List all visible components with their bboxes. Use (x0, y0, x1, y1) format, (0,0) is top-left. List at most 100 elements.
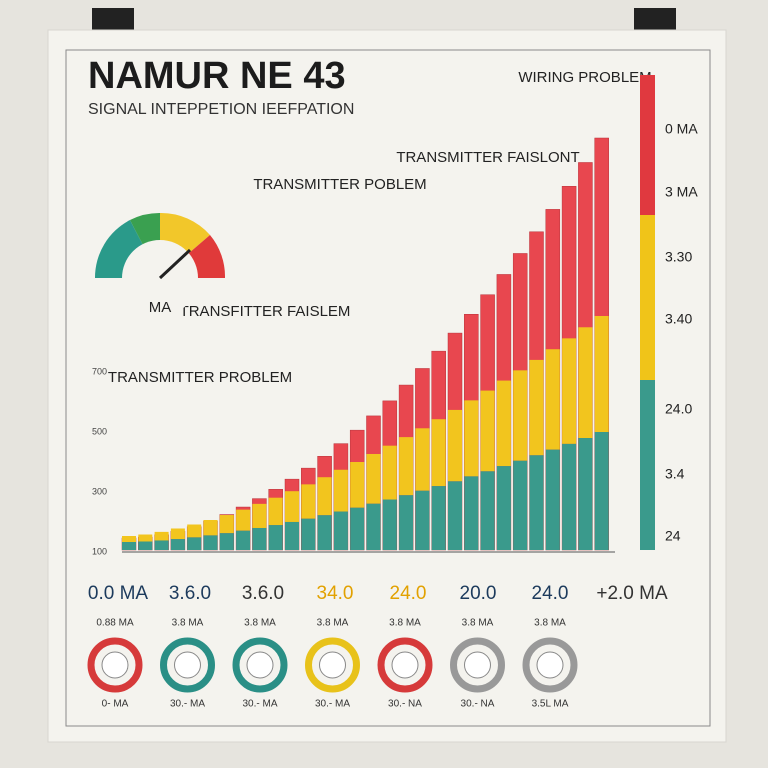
circle-top-label: 3.8 MA (389, 618, 421, 629)
circle-bottom-label: 30.- MA (315, 699, 350, 710)
indicator-center (464, 651, 491, 679)
indicator-center (319, 651, 346, 679)
bar-teal (431, 486, 446, 550)
indicator-center (391, 651, 419, 679)
right-scale-label: 0 MA (665, 121, 698, 137)
bar-teal (154, 540, 169, 550)
bar-teal (578, 438, 593, 550)
right-scale-label: 24 (665, 528, 681, 544)
poster-border (65, 49, 711, 727)
indicator-center (246, 651, 274, 679)
bar-teal (350, 507, 365, 550)
indicator-ring (522, 637, 578, 693)
indicator-ring (305, 637, 360, 693)
bottom-label: 3.6.0 (169, 583, 211, 604)
subtitle: SIGNAL INTEPPETION IEEFPATION (88, 101, 354, 118)
annotation: TRANSMITTER FAISLONT (396, 149, 579, 166)
bar-teal (317, 515, 332, 550)
indicator-ring (450, 637, 505, 693)
bar-yellow (236, 509, 251, 531)
bar-teal (122, 542, 136, 550)
right-scale-label: 3.30 (665, 249, 692, 265)
left-scale-label: 700 (92, 366, 107, 376)
annotation: TRANSMITTER PROBLEM (108, 369, 292, 386)
bar-yellow (350, 462, 365, 508)
bar-yellow (399, 437, 414, 496)
bar-yellow (138, 534, 153, 542)
circle-bottom-label: 30.- NA (461, 699, 495, 710)
bar-teal (301, 518, 316, 550)
bottom-label: 3.6.0 (242, 583, 284, 604)
left-scale-label: 100 (92, 546, 107, 556)
circle-top-label: 3.8 MA (462, 618, 494, 629)
bar-teal (333, 511, 348, 550)
bottom-label: 0.0 MA (88, 583, 149, 604)
bar-teal (496, 466, 511, 550)
bar-teal (138, 541, 153, 550)
circle-bottom-label: 0- MA (102, 699, 129, 710)
bar-yellow (252, 503, 267, 528)
bar-teal (448, 481, 462, 550)
indicator-ring (87, 637, 143, 693)
bar-yellow (170, 528, 185, 540)
bottom-label: 24.0 (390, 583, 427, 604)
circle-bottom-label: 30.- NA (388, 699, 422, 710)
left-scale-label: 300 (92, 486, 107, 496)
annotation: TRANSMITTER POBLEM (253, 176, 426, 193)
bar-teal (415, 490, 430, 550)
gauge (94, 212, 226, 316)
left-scale-label: 500 (92, 426, 107, 436)
bar-yellow (333, 469, 348, 512)
bar-yellow (464, 400, 479, 477)
gauge-label: MA (149, 299, 172, 316)
circle-top-label: 3.8 MA (317, 618, 349, 629)
annotation: TRANSFITTER FAISLEM (180, 303, 351, 320)
bar-teal (203, 535, 218, 550)
bar-teal (480, 471, 495, 550)
bar-teal (562, 443, 577, 550)
bar-yellow (219, 515, 234, 534)
indicator-center (536, 651, 564, 679)
bottom-label: 20.0 (460, 583, 497, 604)
circle-bottom-label: 30.- MA (242, 699, 277, 710)
indicator-center (174, 651, 201, 679)
bar-yellow (562, 338, 577, 444)
bar-teal (236, 530, 251, 550)
bar-yellow (382, 445, 397, 500)
bar-yellow (545, 349, 560, 450)
bar-yellow (301, 484, 316, 519)
bar-yellow (154, 531, 169, 541)
bar-yellow (366, 453, 381, 504)
poster (47, 29, 727, 743)
circle-bottom-label: 3.5L MA (532, 699, 569, 710)
circle-bottom-label: 30.- MA (170, 699, 205, 710)
bar-teal (464, 476, 479, 550)
bar-teal (170, 539, 185, 550)
bar-teal (382, 499, 397, 550)
bar-yellow (268, 497, 283, 526)
bar-yellow (578, 327, 593, 439)
circle-top-label: 3.8 MA (172, 618, 204, 629)
scale-band (640, 380, 655, 550)
bar-teal (219, 533, 234, 550)
bar-yellow (285, 491, 299, 522)
circle-top-label: 3.8 MA (534, 618, 566, 629)
right-scale-label: 3.40 (665, 311, 692, 327)
annotation: WIRING PROBLEM (518, 69, 651, 86)
bar-teal (545, 449, 560, 550)
bar-yellow (480, 390, 495, 472)
right-scale-label: 24.0 (665, 401, 692, 417)
bottom-label: 34.0 (317, 583, 354, 604)
indicator-ring (232, 637, 288, 693)
bar-yellow (496, 380, 511, 467)
bar-teal (252, 527, 267, 550)
bar-yellow (594, 316, 609, 432)
bar-yellow (529, 359, 544, 456)
bar-teal (285, 521, 299, 550)
right-scale-label: 3.4 (665, 466, 685, 482)
bar-teal (187, 537, 202, 550)
scale-band (640, 75, 655, 215)
title: NAMUR NE 43 (88, 55, 346, 97)
bar-yellow (448, 409, 462, 482)
